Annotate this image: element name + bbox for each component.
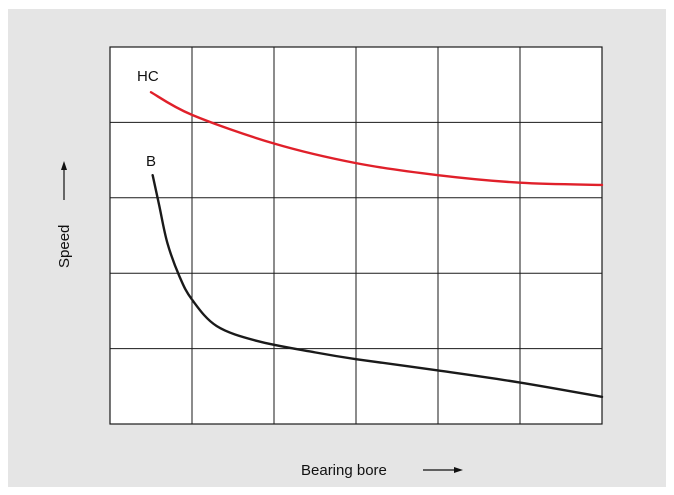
- series-line-b: [151, 173, 604, 399]
- series-layer: [149, 91, 604, 399]
- y-axis-arrow-icon: [61, 161, 67, 200]
- series-label-b: B: [146, 153, 156, 170]
- x-axis-label: Bearing bore: [301, 462, 387, 479]
- y-axis-label: Speed: [56, 225, 73, 268]
- grid: [109, 46, 603, 425]
- series-line-hc: [149, 91, 604, 187]
- series-label-hc: HC: [137, 68, 159, 85]
- x-axis-arrow-icon: [423, 467, 463, 473]
